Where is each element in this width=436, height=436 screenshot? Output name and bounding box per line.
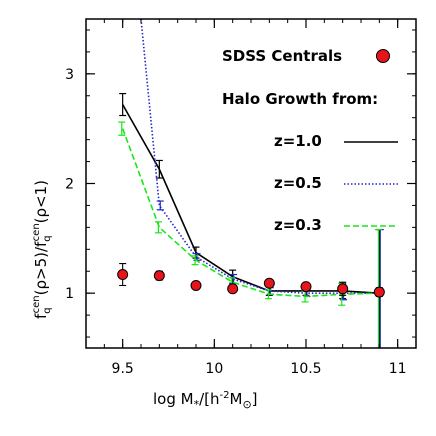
series-layer	[118, 19, 384, 348]
y-tick-label: 2	[65, 177, 74, 193]
y-tick-label: 1	[65, 286, 74, 302]
legend: SDSS Centrals Halo Growth from: z=1.0 z=…	[222, 47, 398, 234]
x-tick-label: 10.5	[290, 361, 321, 377]
y-tick-label: 3	[65, 67, 74, 83]
legend-sdss-label: SDSS Centrals	[222, 47, 342, 65]
x-tick-label: 11	[389, 361, 407, 377]
legend-title: Halo Growth from:	[222, 90, 378, 108]
legend-label-z05: z=0.5	[274, 174, 322, 192]
sdss-point	[373, 286, 385, 298]
sdss-point	[117, 269, 129, 281]
sdss-point	[300, 281, 312, 293]
legend-label-z1: z=1.0	[274, 132, 322, 150]
x-axis-label-star: *	[194, 398, 200, 411]
series-line	[121, 104, 380, 294]
points-layer	[117, 263, 385, 298]
sdss-point	[227, 283, 239, 295]
x-axis-label-close: ]	[252, 390, 258, 408]
sdss-point	[337, 283, 349, 295]
x-tick-label: 10	[205, 361, 223, 377]
sdss-point	[263, 277, 275, 289]
series-line	[140, 19, 380, 294]
legend-label-z03: z=0.3	[274, 216, 322, 234]
x-axis-label-m: M	[229, 390, 242, 408]
x-tick-label: 9.5	[112, 361, 134, 377]
legend-sdss-marker	[376, 49, 390, 63]
x-axis-label-rest: /[h	[199, 390, 219, 408]
x-axis-label-part: log M	[153, 390, 194, 408]
y-axis-label: fqcen(ρ>5)/fqcen(ρ<1)	[31, 180, 53, 319]
series-line	[121, 128, 380, 298]
x-axis-label-sun: ⊙	[242, 398, 251, 411]
sdss-point	[153, 270, 165, 282]
x-axis-label-exp: -2	[220, 390, 230, 401]
sdss-point	[190, 279, 202, 291]
x-axis-label: log M*/[h-2M⊙]	[153, 390, 258, 411]
